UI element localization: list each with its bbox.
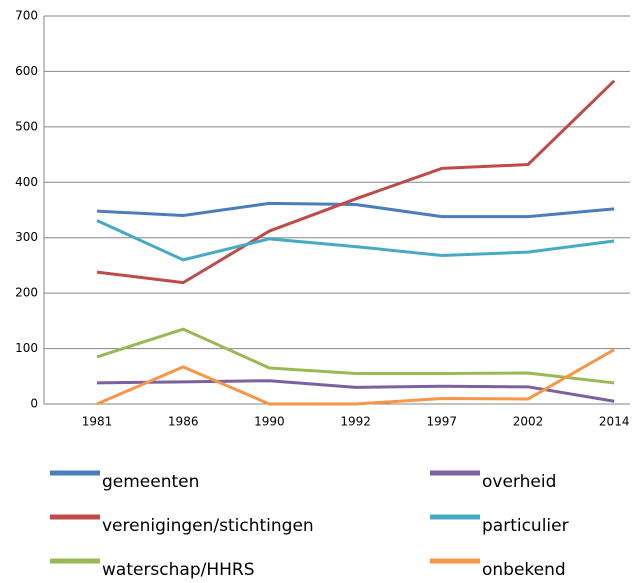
- data-line: [96, 327, 615, 385]
- legend-label: onbekend: [482, 560, 566, 579]
- x-tick-label: 2002: [513, 415, 544, 429]
- x-tick-label: 2014: [599, 415, 630, 429]
- y-tick-label: 400: [15, 175, 38, 189]
- legend-label: verenigingen/stichtingen: [102, 516, 314, 536]
- x-tick-label: 1992: [340, 415, 371, 429]
- y-tick-label: 100: [15, 341, 38, 355]
- y-tick-label: 500: [15, 119, 38, 133]
- y-tick-label: 600: [15, 64, 38, 78]
- legend-label: overheid: [482, 472, 556, 492]
- y-tick-label: 0: [30, 397, 38, 411]
- y-tick-label: 700: [15, 9, 38, 23]
- legend-label: particulier: [482, 516, 569, 536]
- x-tick-label: 1986: [168, 415, 199, 429]
- y-tick-label: 300: [15, 230, 38, 244]
- data-line: [96, 201, 615, 219]
- legend-label: gemeenten: [102, 472, 199, 492]
- data-line: [96, 348, 615, 406]
- x-tick-label: 1997: [427, 415, 458, 429]
- y-tick-label: 200: [15, 286, 38, 300]
- legend-label: waterschap/HHRS: [102, 560, 255, 579]
- data-line: [96, 219, 615, 262]
- x-tick-label: 1981: [82, 415, 113, 429]
- data-line: [96, 379, 615, 403]
- x-tick-label: 1990: [254, 415, 285, 429]
- data-line: [96, 79, 616, 285]
